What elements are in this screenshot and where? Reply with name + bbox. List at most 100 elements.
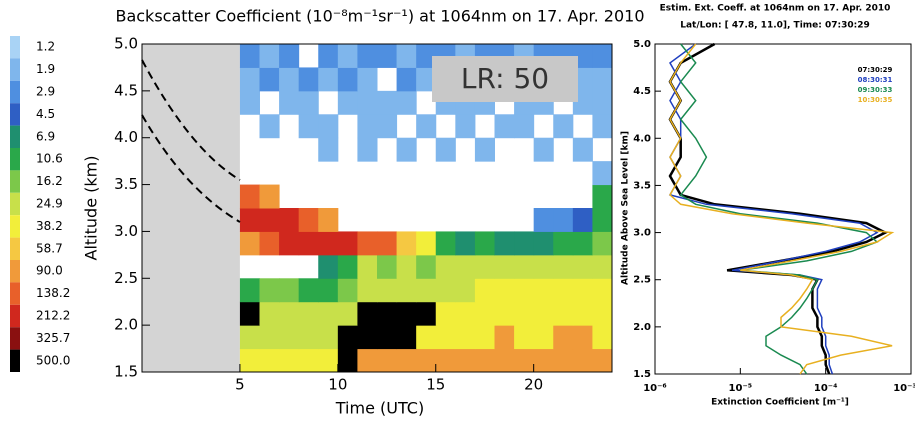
heat-cell (357, 348, 378, 373)
heat-cell (533, 278, 554, 303)
heat-cell (514, 278, 535, 303)
heatmap-title: Backscatter Coefficient (10⁻⁸m⁻¹sr⁻¹) at… (115, 7, 644, 26)
heat-cell (357, 325, 378, 350)
heat-cell (259, 325, 280, 350)
y-tick-label: 3.0 (114, 222, 138, 240)
heat-cell (318, 137, 339, 162)
y-tick-label: 1.5 (633, 369, 651, 380)
profile-line (668, 43, 879, 375)
heat-cell (592, 254, 613, 279)
y-tick-label: 2.5 (633, 275, 651, 286)
heat-cell (298, 348, 319, 373)
heat-cell (377, 301, 398, 326)
x-tick-label: 10⁻⁶ (643, 383, 667, 394)
plot-frame (654, 43, 912, 375)
heat-cell (377, 348, 398, 373)
x-tick-label: 20 (524, 376, 543, 394)
heat-cell (259, 348, 280, 373)
heat-cell (455, 231, 476, 256)
heat-cell (337, 44, 358, 68)
profile-line (679, 43, 879, 375)
heat-cell (377, 231, 398, 256)
heat-cell (416, 231, 437, 256)
x-tick-label: 10⁻⁴ (814, 383, 838, 394)
heat-cell (474, 231, 495, 256)
heat-cell (318, 231, 339, 256)
heat-cell (396, 325, 417, 350)
heat-cell (239, 44, 260, 68)
heat-cell (318, 208, 339, 232)
x-tick-label: 10⁻⁵ (729, 383, 753, 394)
y-axis-label: Altitude Above Sea Level [km] (621, 131, 631, 285)
heat-cell (239, 90, 260, 115)
heat-cell (298, 208, 319, 232)
heat-cell (474, 254, 495, 279)
legend-entry: 08:30:31 (858, 76, 893, 84)
heat-cell (318, 325, 339, 350)
heat-cell (416, 278, 437, 303)
heat-cell (553, 208, 574, 232)
heat-cell (592, 301, 613, 326)
colorbar-label: 10.6 (36, 152, 63, 166)
heat-cell (592, 278, 613, 303)
heat-cell (553, 254, 574, 279)
heat-cell (259, 278, 280, 303)
heat-cell (396, 90, 417, 115)
heat-cell (337, 67, 358, 92)
heat-cell (318, 67, 339, 92)
heat-cell (592, 208, 613, 232)
y-axis-label: Altitude (km) (82, 156, 101, 261)
heat-cell (533, 254, 554, 279)
heat-cell (396, 278, 417, 303)
heat-cell (494, 325, 515, 350)
heat-cell (533, 137, 554, 162)
heat-cell (592, 184, 613, 209)
heat-cell (318, 44, 339, 68)
y-tick-label: 5.0 (633, 39, 651, 50)
heat-cell (455, 301, 476, 326)
heat-cell (455, 325, 476, 350)
heat-cell (357, 67, 378, 92)
heat-cell (572, 254, 593, 279)
colorbar-box (10, 103, 20, 126)
colorbar-label: 16.2 (36, 174, 63, 188)
heat-cell (416, 67, 437, 92)
heat-cell (435, 301, 456, 326)
heat-cell (298, 231, 319, 256)
heat-cell (337, 301, 358, 326)
heat-cell (592, 231, 613, 256)
heat-cell (239, 325, 260, 350)
heat-cell (572, 348, 593, 373)
heat-cell (298, 67, 319, 92)
heat-cell (514, 325, 535, 350)
colorbar-box (10, 237, 20, 260)
colorbar-box (10, 327, 20, 350)
heat-cell (377, 278, 398, 303)
heat-cell (455, 254, 476, 279)
heat-cell (279, 231, 300, 256)
colorbar-box (10, 80, 20, 104)
heat-cell (416, 114, 437, 139)
heat-cell (337, 278, 358, 303)
colorbar-box (10, 349, 20, 372)
heat-cell (474, 348, 495, 373)
heat-cell (377, 44, 398, 68)
heat-cell (259, 44, 280, 68)
heat-cell (259, 231, 280, 256)
y-tick-label: 4.5 (633, 86, 651, 97)
y-tick-label: 4.5 (114, 81, 138, 99)
colorbar-box (10, 215, 20, 238)
colorbar-label: 6.9 (36, 129, 55, 143)
heat-cell (572, 301, 593, 326)
colorbar-box (10, 304, 20, 328)
heat-cell (435, 231, 456, 256)
heat-cell (318, 254, 339, 279)
heat-cell (357, 254, 378, 279)
colorbar-label: 212.2 (36, 309, 70, 323)
heat-cell (279, 67, 300, 92)
heat-cell (259, 114, 280, 139)
colorbar-label: 138.2 (36, 286, 70, 300)
heat-cell (416, 44, 437, 68)
heat-cell (239, 67, 260, 92)
heat-cell (259, 208, 280, 232)
